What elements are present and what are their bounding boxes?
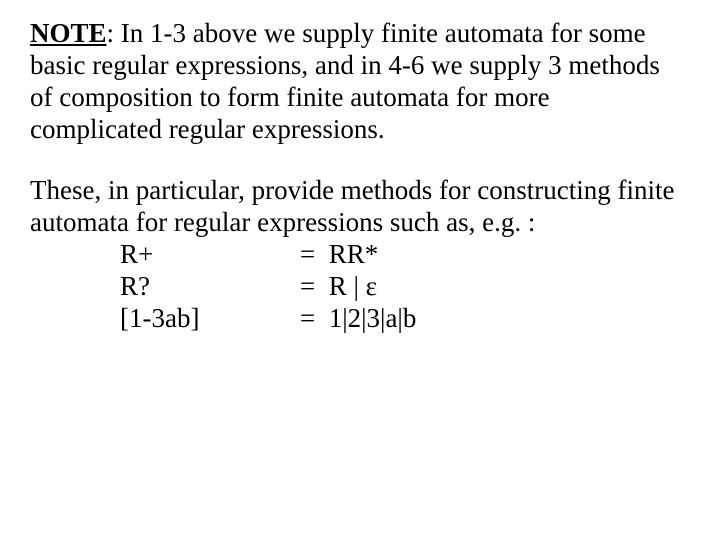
note-label: NOTE xyxy=(30,18,107,48)
examples-paragraph: These, in particular, provide methods fo… xyxy=(30,175,680,334)
equations-block: R+ = RR* R? = R | ε [1-3ab] = 1|2|3|a|b xyxy=(120,239,680,335)
equation-row-2: R? = R | ε xyxy=(120,271,680,303)
note-paragraph: NOTE: In 1-3 above we supply finite auto… xyxy=(30,18,680,145)
equation-2-right: = R | ε xyxy=(300,271,377,303)
equation-3-right: = 1|2|3|a|b xyxy=(300,303,416,335)
equation-2-left: R? xyxy=(120,271,300,303)
equation-1-left: R+ xyxy=(120,239,300,271)
document-page: NOTE: In 1-3 above we supply finite auto… xyxy=(0,0,720,335)
note-paragraph-text: : In 1-3 above we supply finite automata… xyxy=(30,18,660,144)
equation-row-3: [1-3ab] = 1|2|3|a|b xyxy=(120,303,680,335)
examples-intro: These, in particular, provide methods fo… xyxy=(30,175,680,239)
equation-3-left: [1-3ab] xyxy=(120,303,300,335)
equation-row-1: R+ = RR* xyxy=(120,239,680,271)
equation-1-right: = RR* xyxy=(300,239,378,271)
